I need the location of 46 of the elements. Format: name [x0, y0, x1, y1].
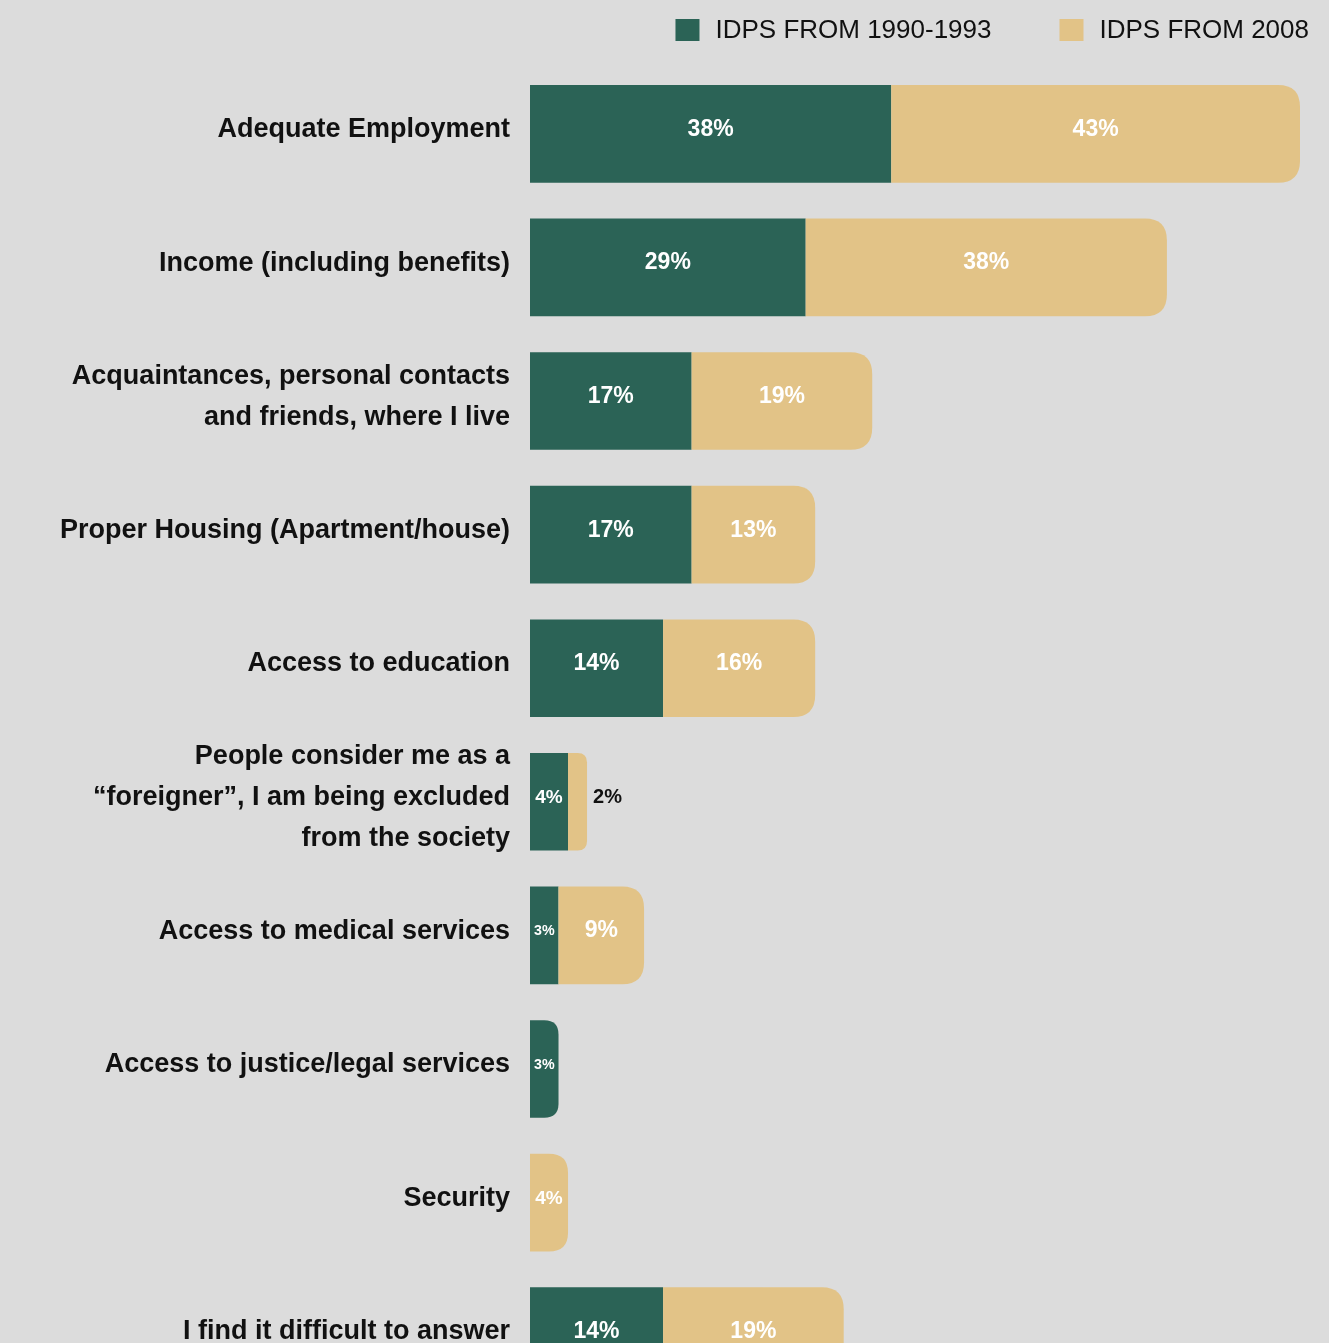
data-label: 16% — [716, 649, 763, 676]
data-label: 43% — [1072, 114, 1119, 141]
data-label: 19% — [758, 382, 805, 409]
bar — [558, 886, 645, 985]
y-tick-label: Proper Housing (Apartment/house) — [59, 513, 510, 544]
data-label: 3% — [533, 922, 555, 939]
data-label: 3% — [533, 1055, 555, 1072]
y-tick-label: Income (including benefits) — [158, 246, 510, 277]
y-tick-label: Security — [403, 1181, 510, 1212]
bar — [530, 619, 664, 718]
data-label: 4% — [535, 1186, 563, 1208]
data-label: 4% — [535, 785, 563, 807]
legend-label: IDPS FROM 1990-1993 — [715, 13, 992, 44]
bar — [663, 619, 816, 718]
bar — [568, 752, 588, 851]
data-label: 17% — [587, 515, 634, 542]
y-tick-label: Adequate Employment — [217, 112, 511, 143]
y-tick-label: Acquaintances, personal contacts and friends, where I live — [71, 359, 510, 431]
y-tick-label: People consider me as a “foreigner”, I am being excluded from the society — [92, 739, 511, 852]
y-tick-label: I find it difficult to answer — [183, 1315, 511, 1343]
data-label: 14% — [573, 649, 620, 676]
y-tick-label: Access to education — [247, 647, 510, 678]
data-label: 2% — [593, 785, 623, 808]
data-label: 13% — [730, 515, 777, 542]
bar — [530, 352, 692, 450]
data-label: 14% — [573, 1317, 620, 1343]
data-label: 19% — [730, 1317, 777, 1343]
data-label: 29% — [644, 248, 691, 275]
bar — [530, 1153, 569, 1252]
bar — [530, 752, 569, 851]
bar — [691, 485, 816, 584]
data-label: 9% — [584, 916, 618, 943]
legend-label: IDPS FROM 2008 — [1099, 13, 1309, 44]
bar — [691, 352, 873, 450]
data-label: 38% — [687, 114, 734, 141]
bar — [530, 886, 559, 985]
bar — [530, 85, 892, 183]
y-tick-label: Access to medical services — [158, 914, 510, 945]
bar — [530, 218, 806, 317]
bar — [530, 1020, 559, 1118]
data-label: 38% — [963, 248, 1010, 275]
bar — [891, 85, 1300, 183]
y-tick-label: Access to justice/legal services — [104, 1048, 510, 1079]
bar — [530, 485, 692, 584]
data-label: 17% — [587, 382, 634, 409]
bar — [805, 218, 1167, 317]
